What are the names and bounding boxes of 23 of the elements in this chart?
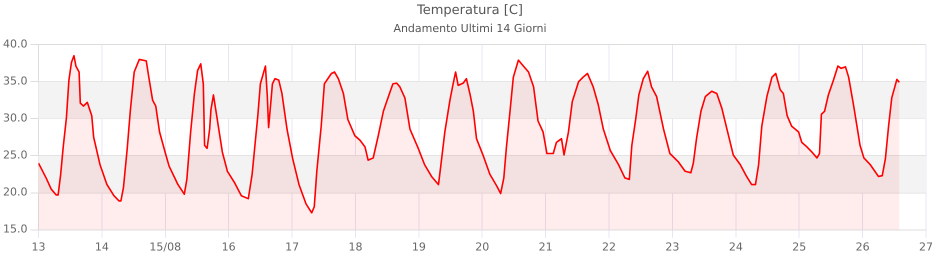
x-tick-label: 13 [31,240,46,254]
y-tick-label: 35.0 [2,74,28,88]
x-tick-label: 27 [919,240,933,254]
x-tick-label: 20 [475,240,490,254]
y-tick-label: 25.0 [2,148,28,162]
x-tick-label: 26 [856,240,870,254]
y-tick-label: 15.0 [2,222,28,236]
chart-title: Temperatura [C] [416,3,524,18]
x-tick-label: 17 [285,240,300,254]
x-tick-label: 18 [348,240,362,254]
x-tick-label: 14 [94,240,109,254]
x-tick-label: 23 [665,240,680,254]
y-tick-label: 20.0 [2,186,28,199]
x-tick-label: 19 [412,240,426,254]
x-tick-label: 21 [538,240,553,254]
x-tick-label: 15/08 [149,240,182,254]
x-tick-label: 25 [792,240,806,254]
x-tick-label: 16 [222,240,236,254]
y-tick-label: 30.0 [2,112,28,125]
x-tick-label: 24 [728,240,743,254]
y-tick-label: 40.0 [2,37,28,50]
x-tick-label: 22 [602,240,616,254]
chart-subtitle: Andamento Ultimi 14 Giorni [392,22,548,35]
